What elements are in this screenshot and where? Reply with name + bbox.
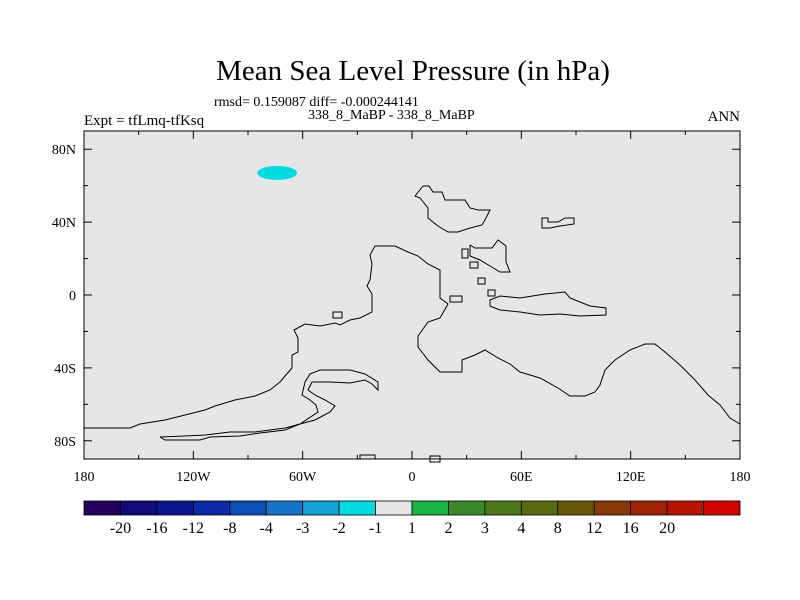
colorbar: -20 -16 -12 -8 -4 -3 -2 -1 1 2 3 4 8 12 16 20 bbox=[83, 500, 741, 537]
experiment-label: Expt = tfLmq-tfKsq bbox=[84, 113, 205, 129]
coastlines bbox=[84, 185, 741, 463]
colorbar-label: -16 bbox=[146, 520, 167, 537]
colorbar-swatch bbox=[520, 500, 559, 516]
plot-title: Mean Sea Level Pressure (in hPa) bbox=[216, 55, 610, 87]
rmsd-diff-stats: rmsd= 0.159087 diff= -0.000244141 bbox=[214, 95, 419, 110]
colorbar-label: -1 bbox=[369, 520, 382, 537]
lat-tick-label: 80N bbox=[52, 143, 76, 158]
colorbar-swatch bbox=[630, 500, 668, 516]
lat-tick-label: 40N bbox=[52, 216, 76, 231]
colorbar-label: -2 bbox=[332, 520, 345, 537]
colorbar-swatch bbox=[302, 500, 340, 516]
colorbar-label: -20 bbox=[110, 520, 131, 537]
lon-tick-label: 0 bbox=[409, 470, 416, 485]
colorbar-swatch bbox=[593, 500, 632, 516]
colorbar-swatch bbox=[375, 500, 413, 516]
colorbar-swatch bbox=[120, 500, 158, 516]
colorbar-label: -8 bbox=[223, 520, 236, 537]
colorbar-swatch bbox=[83, 500, 121, 516]
colorbar-label: -12 bbox=[183, 520, 204, 537]
colorbar-swatch bbox=[229, 500, 267, 516]
colorbar-label: -4 bbox=[260, 520, 273, 537]
lat-tick-label: 40S bbox=[54, 362, 76, 377]
lon-tick-label: 180 bbox=[74, 470, 95, 485]
lon-tick-label: 120E bbox=[616, 470, 646, 485]
colorbar-swatch bbox=[557, 500, 595, 516]
colorbar-label: 8 bbox=[554, 520, 562, 537]
lat-tick-label: 80S bbox=[54, 435, 76, 450]
colorbar-swatch bbox=[448, 500, 486, 516]
colorbar-swatch bbox=[156, 500, 194, 516]
colorbar-label: 12 bbox=[586, 520, 602, 537]
colorbar-swatch bbox=[484, 500, 522, 516]
lon-tick-label: 60W bbox=[289, 470, 317, 485]
map-background bbox=[84, 131, 740, 459]
colorbar-swatch bbox=[192, 500, 231, 516]
colorbar-label: -3 bbox=[296, 520, 309, 537]
colorbar-label: 4 bbox=[517, 520, 525, 537]
case-comparison-label: 338_8_MaBP - 338_8_MaBP bbox=[308, 108, 475, 123]
lon-tick-label: 180 bbox=[730, 470, 751, 485]
colorbar-swatch bbox=[666, 500, 704, 516]
lat-tick-label: 0 bbox=[69, 289, 76, 304]
colorbar-label: 1 bbox=[408, 520, 416, 537]
colorbar-label: 2 bbox=[444, 520, 452, 537]
axis-ticks: 80N 40N 0 40S 80S 180 120W 60W 0 60E 120E 180 bbox=[52, 131, 751, 485]
colorbar-swatch bbox=[703, 500, 741, 516]
colorbar-label: 16 bbox=[623, 520, 639, 537]
anomaly-patch-neg2 bbox=[257, 165, 298, 180]
colorbar-swatch bbox=[338, 500, 376, 516]
colorbar-label: 20 bbox=[659, 520, 675, 537]
colorbar-swatch bbox=[411, 500, 449, 516]
lon-tick-label: 120W bbox=[176, 470, 211, 485]
season-label: ANN bbox=[707, 109, 741, 125]
colorbar-swatch bbox=[265, 500, 304, 516]
colorbar-label: 3 bbox=[481, 520, 489, 537]
lon-tick-label: 60E bbox=[510, 470, 533, 485]
